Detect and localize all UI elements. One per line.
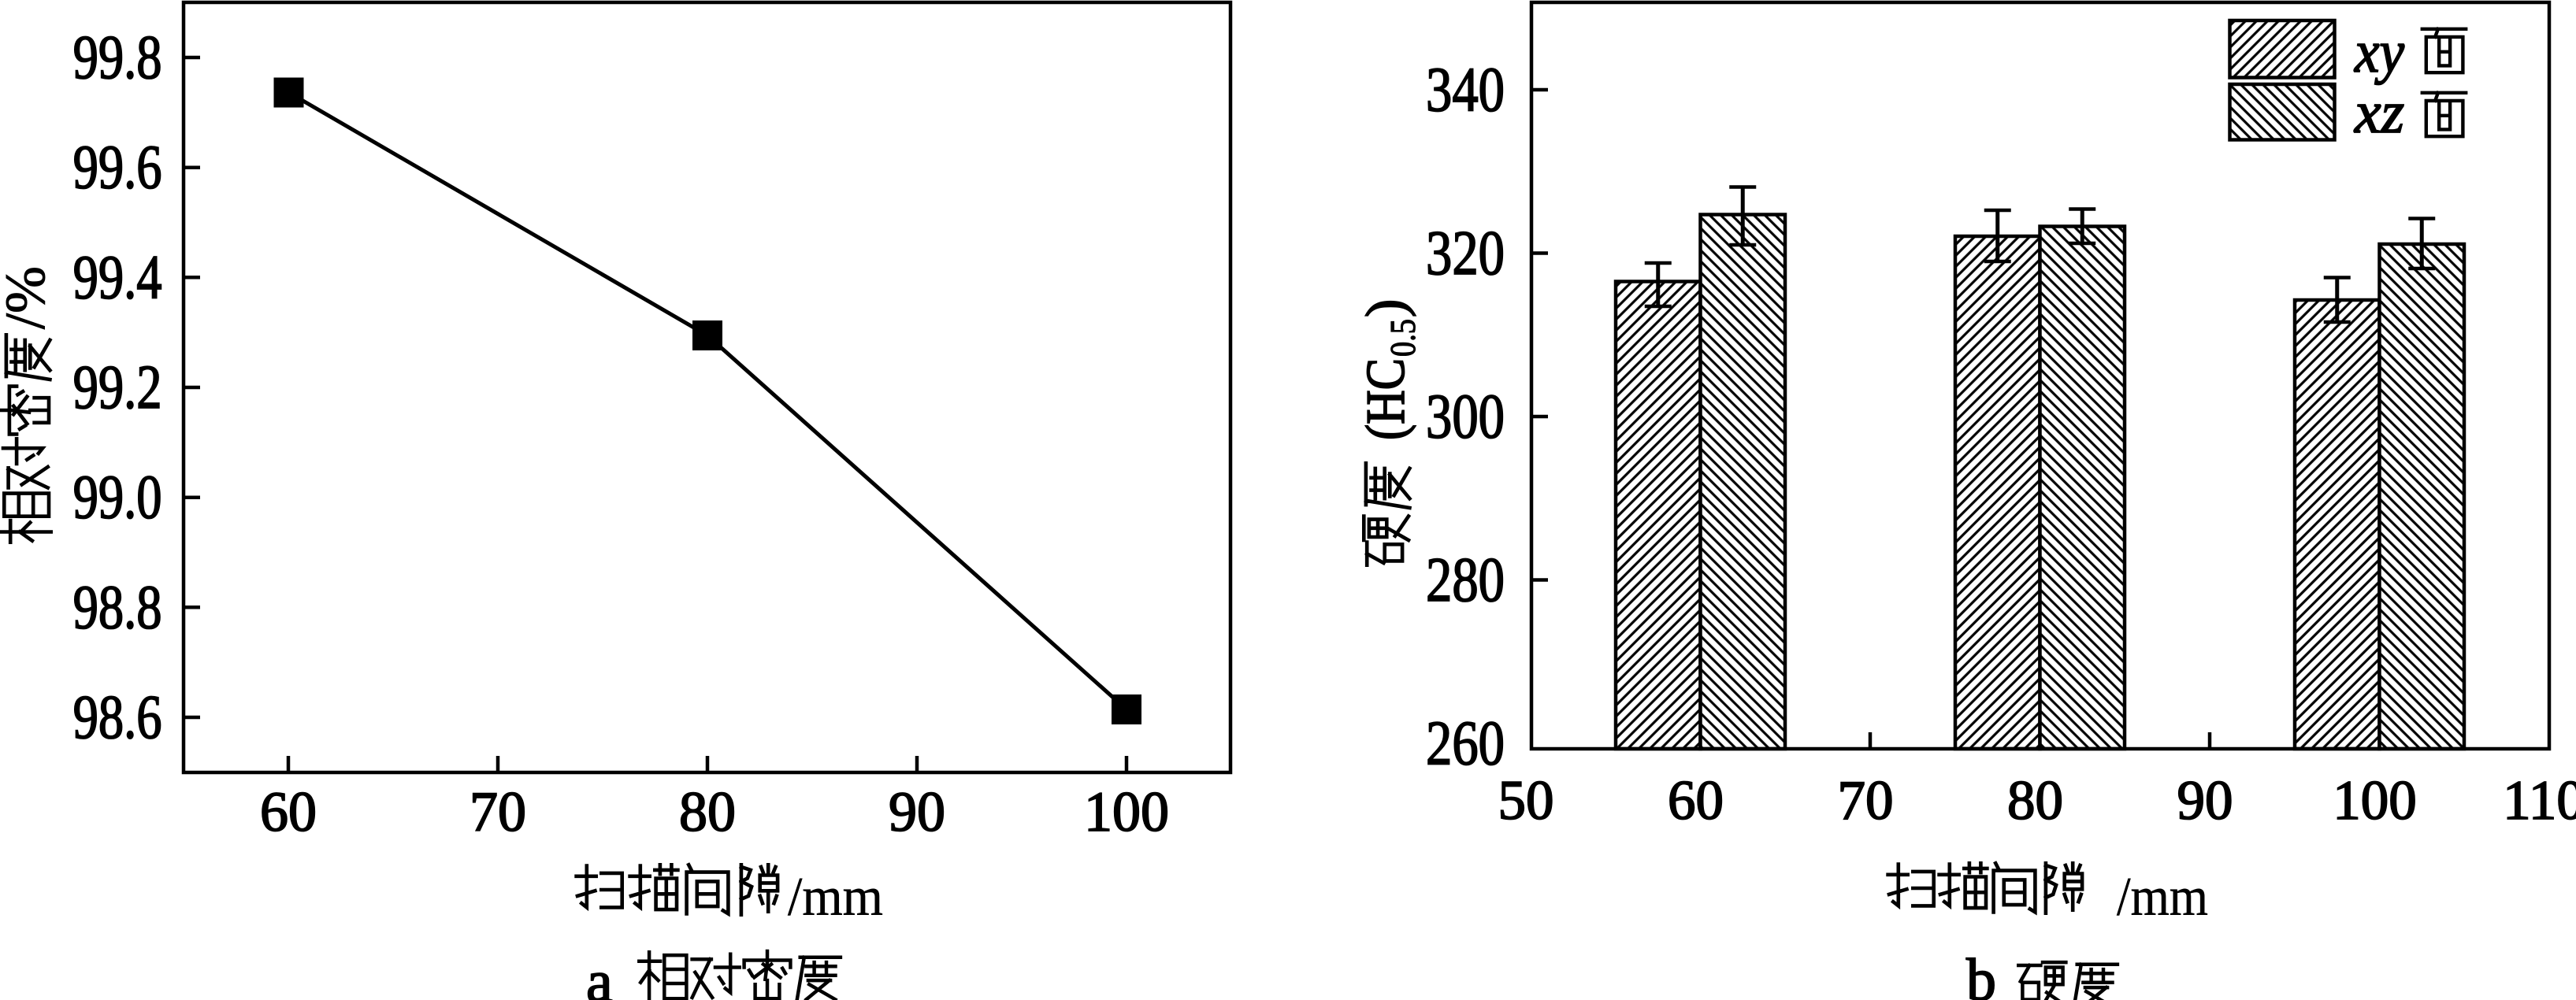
svg-text:60: 60 — [1668, 770, 1724, 831]
svg-text:340: 340 — [1426, 56, 1505, 125]
svg-text:70: 70 — [1838, 770, 1894, 831]
svg-text:50: 50 — [1498, 770, 1554, 831]
svg-text:99.6: 99.6 — [73, 134, 162, 202]
svg-text:(HC: (HC — [1356, 358, 1416, 440]
svg-text:/mm: /mm — [788, 867, 883, 928]
svg-text:90: 90 — [889, 780, 945, 843]
svg-text:60: 60 — [260, 780, 317, 843]
svg-text:70: 70 — [470, 780, 526, 843]
svg-text:99.8: 99.8 — [73, 24, 162, 92]
svg-text:320: 320 — [1426, 219, 1505, 288]
svg-text:0.5: 0.5 — [1383, 319, 1423, 357]
svg-text:300: 300 — [1426, 383, 1505, 452]
svg-text:xz: xz — [2354, 80, 2404, 146]
svg-text:a: a — [586, 949, 613, 1000]
svg-text:99.0: 99.0 — [73, 464, 162, 532]
svg-text:280: 280 — [1426, 546, 1505, 615]
svg-text:99.2: 99.2 — [73, 354, 162, 422]
svg-text:80: 80 — [2007, 770, 2063, 831]
svg-text:98.6: 98.6 — [73, 683, 162, 752]
svg-text:/%: /% — [0, 266, 57, 329]
svg-text:xy: xy — [2354, 19, 2404, 85]
svg-text:110: 110 — [2503, 770, 2576, 831]
svg-text:100: 100 — [1084, 780, 1169, 843]
svg-text:90: 90 — [2177, 770, 2233, 831]
svg-text:100: 100 — [2333, 770, 2417, 831]
svg-text:98.8: 98.8 — [73, 573, 162, 642]
svg-text:b: b — [1966, 947, 1996, 1000]
svg-text:80: 80 — [679, 780, 736, 843]
svg-text:260: 260 — [1426, 709, 1505, 779]
svg-text:): ) — [1356, 299, 1416, 317]
svg-text:99.4: 99.4 — [73, 243, 162, 312]
svg-text:/mm: /mm — [2117, 867, 2208, 928]
